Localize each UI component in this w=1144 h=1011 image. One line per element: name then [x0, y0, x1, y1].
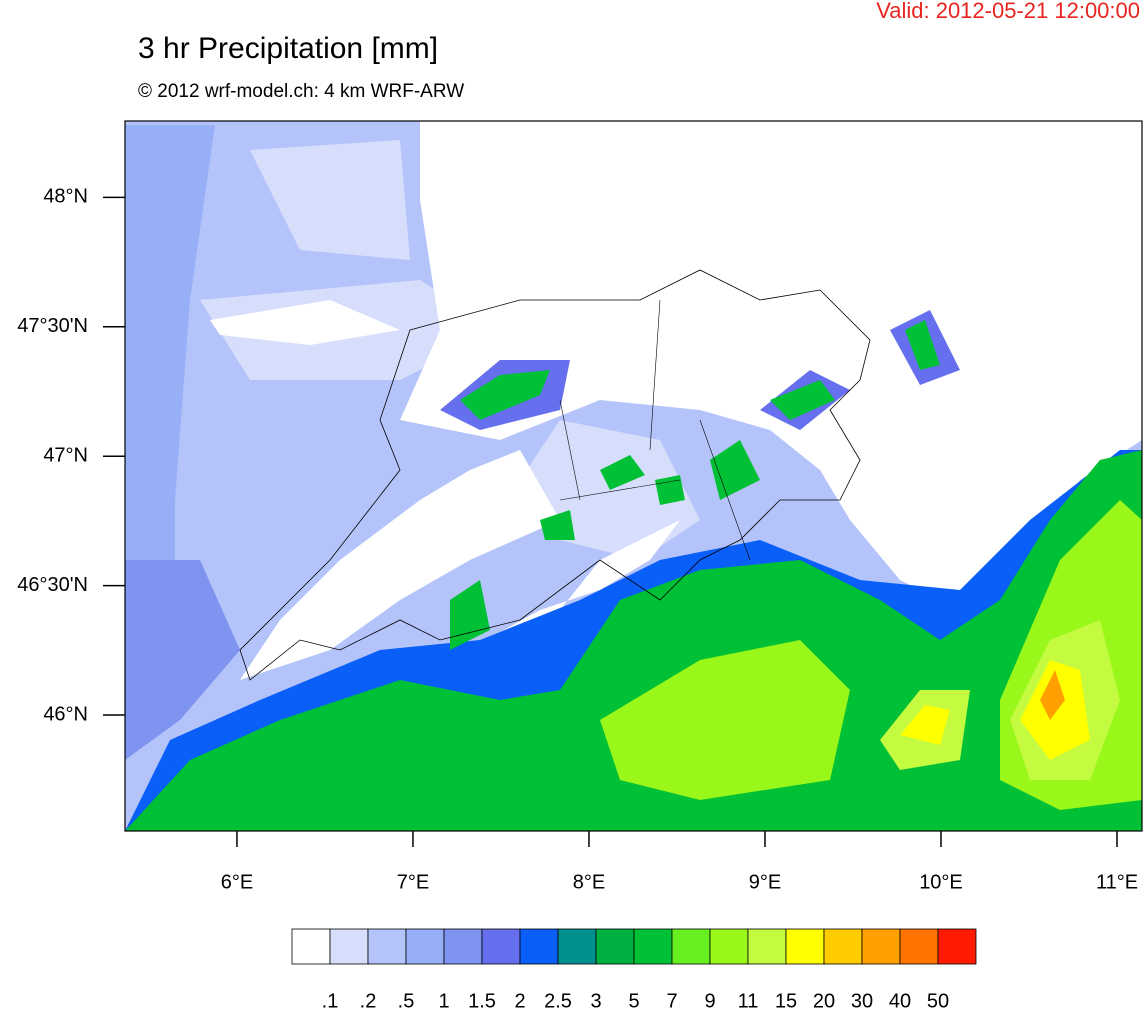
colorbar-box [937, 928, 977, 965]
colorbar-label: 1.5 [468, 990, 496, 1011]
colorbar-label: 30 [851, 990, 873, 1011]
colorbar-label: 5 [628, 990, 639, 1011]
valid-time: Valid: 2012-05-21 12:00:00 [876, 0, 1140, 23]
field-area [240, 450, 560, 680]
x-tick-label: 9°E [749, 871, 781, 893]
colorbar-box [709, 928, 749, 965]
colorbar-label: .5 [398, 990, 415, 1011]
colorbar: .1 .2 .5 1 1.5 2 2.5 3 5 7 9 11 15 20 30 40 50 [291, 928, 977, 1011]
x-tick-label: 11°E [1096, 871, 1138, 893]
colorbar-label: 7 [666, 990, 677, 1011]
colorbar-label: .2 [360, 990, 377, 1011]
colorbar-label: .1 [322, 990, 339, 1011]
x-tick-label: 6°E [221, 871, 253, 893]
colorbar-box [899, 928, 939, 965]
colorbar-label: 9 [704, 990, 715, 1011]
colorbar-box [443, 928, 483, 965]
colorbar-box [633, 928, 673, 965]
colorbar-box [519, 928, 559, 965]
x-tick-label: 8°E [573, 871, 605, 893]
colorbar-label: 50 [927, 990, 949, 1011]
colorbar-box [861, 928, 901, 965]
colorbar-label: 11 [738, 990, 759, 1011]
colorbar-box [291, 928, 331, 965]
colorbar-box [671, 928, 711, 965]
colorbar-box [823, 928, 863, 965]
chart-title: 3 hr Precipitation [mm] [138, 32, 438, 65]
y-tick-label: 48°N [43, 186, 88, 208]
colorbar-box [481, 928, 521, 965]
field-area [900, 660, 1090, 760]
y-tick-label: 47°N [43, 444, 88, 466]
colorbar-label: 1 [438, 990, 449, 1011]
field-area [125, 125, 215, 700]
colorbar-label: 20 [813, 990, 835, 1011]
field-area [600, 500, 1142, 810]
colorbar-box [405, 928, 445, 965]
colorbar-label: 3 [590, 990, 601, 1011]
colorbar-label: 2 [514, 990, 525, 1011]
border [559, 299, 751, 561]
colorbar-label: 15 [775, 990, 797, 1011]
colorbar-box [595, 928, 635, 965]
x-tick-label: 10°E [919, 871, 963, 893]
colorbar-box [367, 928, 407, 965]
field-area [125, 560, 240, 760]
colorbar-box [747, 928, 787, 965]
field-area [400, 121, 1142, 610]
field-area [1040, 670, 1065, 720]
y-tick-label: 47°30'N [17, 315, 88, 337]
colorbar-box [785, 928, 825, 965]
colorbar-box [557, 928, 597, 965]
colorbar-label: 2.5 [544, 990, 572, 1011]
chart-subtitle: © 2012 wrf-model.ch: 4 km WRF-ARW [138, 81, 464, 102]
colorbar-box [329, 928, 369, 965]
plot-frame [124, 120, 1143, 832]
x-tick-label: 7°E [397, 871, 429, 893]
colorbar-label: 40 [889, 990, 911, 1011]
y-tick-label: 46°30'N [17, 574, 88, 596]
y-tick-label: 46°N [43, 703, 88, 725]
field-area [210, 300, 400, 345]
field-area [450, 320, 940, 650]
precipitation-field [125, 121, 1142, 831]
border [239, 269, 871, 681]
